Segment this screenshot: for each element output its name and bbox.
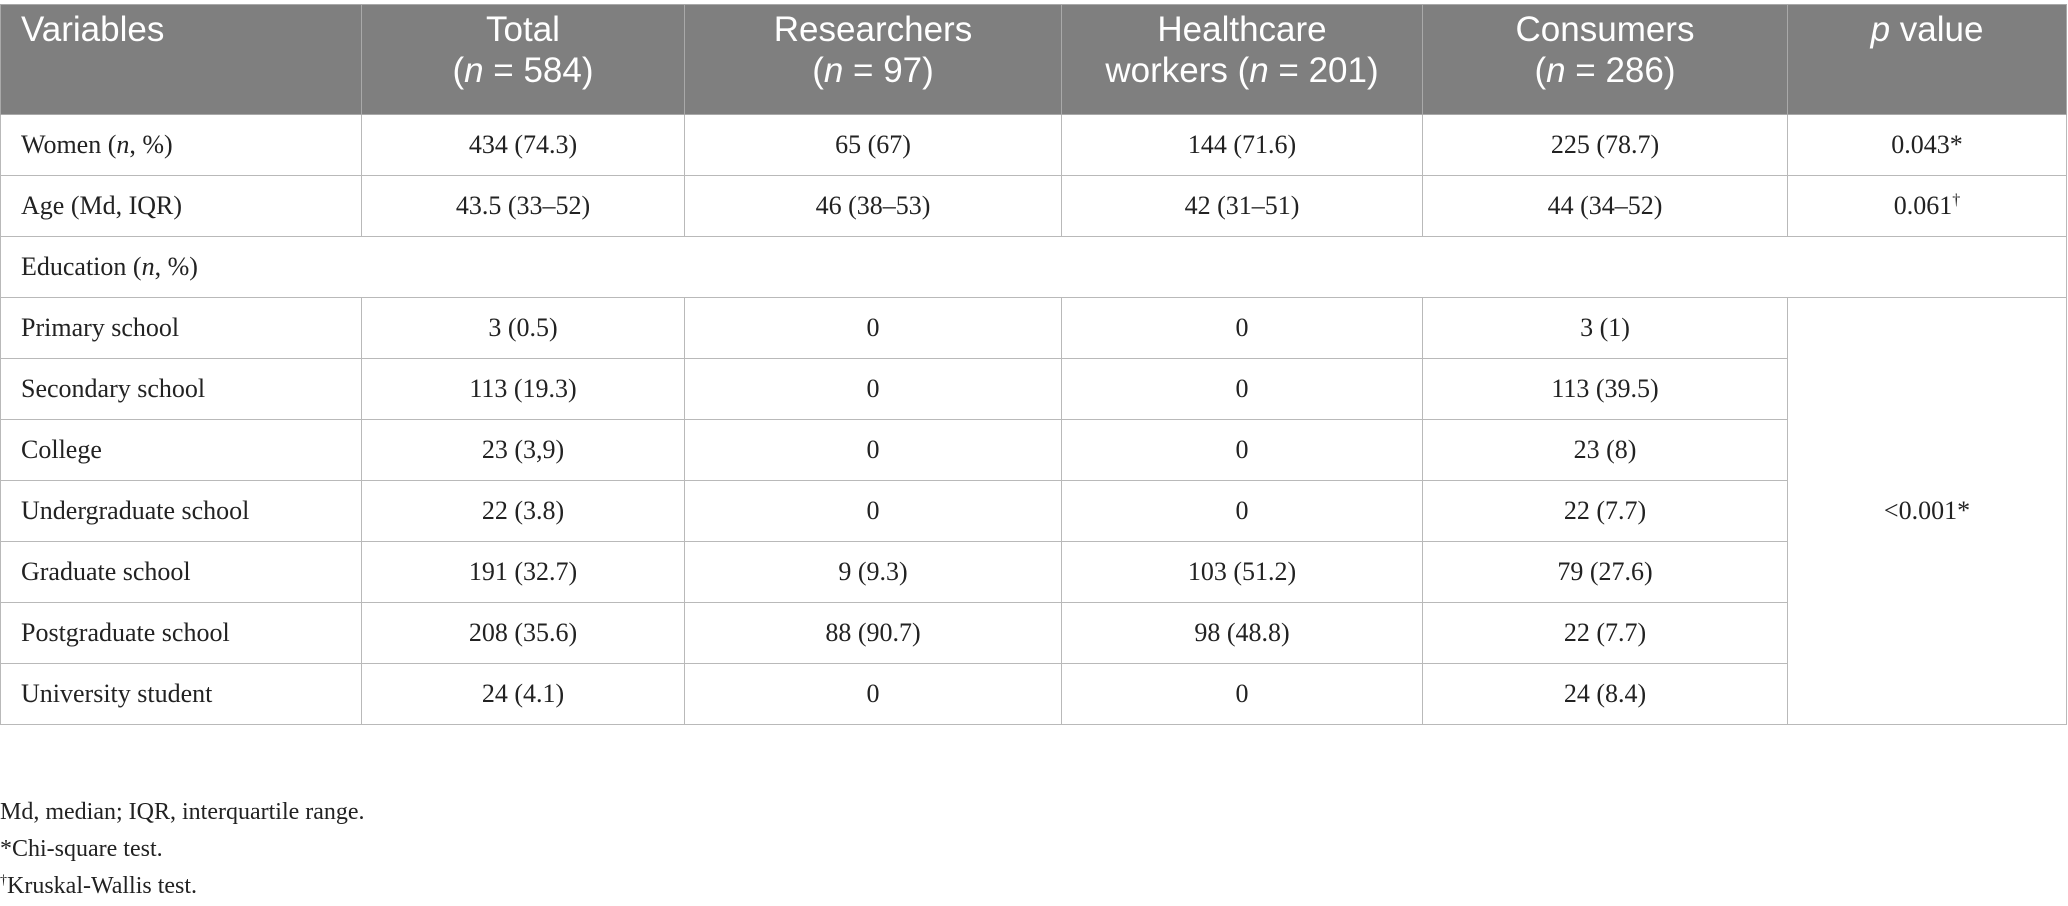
footnote-chi-square: *Chi-square test. bbox=[0, 836, 163, 862]
cell-p-value: 0.043* bbox=[1787, 114, 2067, 176]
demographics-table: Variables Total (n = 584) Researchers (n… bbox=[0, 4, 2067, 725]
row-label: Graduate school bbox=[0, 541, 362, 603]
cell-healthcare: 0 bbox=[1061, 480, 1423, 542]
cell-healthcare: 98 (48.8) bbox=[1061, 602, 1423, 664]
cell-researchers: 0 bbox=[684, 419, 1062, 481]
cell-researchers: 88 (90.7) bbox=[684, 602, 1062, 664]
cell-total: 191 (32.7) bbox=[361, 541, 685, 603]
table-row-graduate-school: Graduate school 191 (32.7) 9 (9.3) 103 (… bbox=[0, 541, 2067, 603]
cell-consumers: 79 (27.6) bbox=[1422, 541, 1788, 603]
cell-total: 24 (4.1) bbox=[361, 663, 685, 725]
cell-researchers: 0 bbox=[684, 663, 1062, 725]
header-total-label: Total bbox=[486, 10, 560, 49]
header-researchers-n: (n = 97) bbox=[812, 51, 934, 90]
cell-consumers: 22 (7.7) bbox=[1422, 602, 1788, 664]
cell-researchers: 9 (9.3) bbox=[684, 541, 1062, 603]
cell-total: 23 (3,9) bbox=[361, 419, 685, 481]
cell-researchers: 0 bbox=[684, 358, 1062, 420]
cell-healthcare: 144 (71.6) bbox=[1061, 114, 1423, 176]
header-consumers-n: (n = 286) bbox=[1534, 51, 1676, 90]
row-label: Postgraduate school bbox=[0, 602, 362, 664]
cell-healthcare: 103 (51.2) bbox=[1061, 541, 1423, 603]
cell-healthcare: 0 bbox=[1061, 663, 1423, 725]
header-total: Total (n = 584) bbox=[361, 4, 685, 115]
cell-consumers: 113 (39.5) bbox=[1422, 358, 1788, 420]
cell-consumers: 22 (7.7) bbox=[1422, 480, 1788, 542]
table-header: Variables Total (n = 584) Researchers (n… bbox=[0, 4, 2067, 115]
table-row-undergraduate-school: Undergraduate school 22 (3.8) 0 0 22 (7.… bbox=[0, 480, 2067, 542]
table-row-women: Women (n, %) 434 (74.3) 65 (67) 144 (71.… bbox=[0, 114, 2067, 176]
cell-total: 3 (0.5) bbox=[361, 297, 685, 359]
cell-researchers: 0 bbox=[684, 297, 1062, 359]
header-row: Variables Total (n = 584) Researchers (n… bbox=[0, 4, 2067, 115]
cell-healthcare: 0 bbox=[1061, 358, 1423, 420]
table-row-postgraduate-school: Postgraduate school 208 (35.6) 88 (90.7)… bbox=[0, 602, 2067, 664]
cell-healthcare: 0 bbox=[1061, 419, 1423, 481]
cell-consumers: 225 (78.7) bbox=[1422, 114, 1788, 176]
header-total-n: (n = 584) bbox=[452, 51, 594, 90]
cell-researchers: 0 bbox=[684, 480, 1062, 542]
header-variables: Variables bbox=[0, 4, 362, 115]
cell-p-value: 0.061† bbox=[1787, 175, 2067, 237]
header-healthcare-workers: Healthcare workers (n = 201) bbox=[1061, 4, 1423, 115]
cell-researchers: 65 (67) bbox=[684, 114, 1062, 176]
header-healthcare-n: workers (n = 201) bbox=[1105, 51, 1379, 90]
row-label: Secondary school bbox=[0, 358, 362, 420]
table-footnotes: Md, median; IQR, interquartile range. *C… bbox=[0, 794, 365, 905]
footnote-abbreviations: Md, median; IQR, interquartile range. bbox=[0, 799, 365, 825]
cell-consumers: 44 (34–52) bbox=[1422, 175, 1788, 237]
header-p-value: p value bbox=[1787, 4, 2067, 115]
row-label: Primary school bbox=[0, 297, 362, 359]
cell-total: 43.5 (33–52) bbox=[361, 175, 685, 237]
cell-healthcare: 0 bbox=[1061, 297, 1423, 359]
row-label: Undergraduate school bbox=[0, 480, 362, 542]
row-label: Women (n, %) bbox=[0, 114, 362, 176]
table-row-education-heading: Education (n, %) bbox=[0, 236, 2067, 298]
table-row-university-student: University student 24 (4.1) 0 0 24 (8.4) bbox=[0, 663, 2067, 725]
header-p-label: value bbox=[1890, 10, 1984, 49]
cell-total: 208 (35.6) bbox=[361, 602, 685, 664]
cell-healthcare: 42 (31–51) bbox=[1061, 175, 1423, 237]
cell-researchers: 46 (38–53) bbox=[684, 175, 1062, 237]
row-label: University student bbox=[0, 663, 362, 725]
header-researchers-label: Researchers bbox=[773, 10, 973, 49]
cell-total: 113 (19.3) bbox=[361, 358, 685, 420]
header-researchers: Researchers (n = 97) bbox=[684, 4, 1062, 115]
row-section-label: Education (n, %) bbox=[0, 236, 2067, 298]
cell-education-p-value: <0.001* bbox=[1787, 297, 2067, 725]
table-row-primary-school: Primary school 3 (0.5) 0 0 3 (1) <0.001* bbox=[0, 297, 2067, 725]
footnote-kruskal-wallis: †Kruskal-Wallis test. bbox=[0, 873, 198, 899]
dagger-mark: † bbox=[1952, 191, 1961, 209]
header-consumers-label: Consumers bbox=[1515, 10, 1695, 49]
header-variables-label: Variables bbox=[21, 10, 165, 49]
cell-consumers: 24 (8.4) bbox=[1422, 663, 1788, 725]
row-label: Age (Md, IQR) bbox=[0, 175, 362, 237]
header-p-symbol: p bbox=[1870, 10, 1891, 49]
table-row-secondary-school: Secondary school 113 (19.3) 0 0 113 (39.… bbox=[0, 358, 2067, 420]
header-consumers: Consumers (n = 286) bbox=[1422, 4, 1788, 115]
table-row-college: College 23 (3,9) 0 0 23 (8) bbox=[0, 419, 2067, 481]
row-label: College bbox=[0, 419, 362, 481]
cell-consumers: 23 (8) bbox=[1422, 419, 1788, 481]
dagger-mark: † bbox=[0, 873, 7, 888]
cell-consumers: 3 (1) bbox=[1422, 297, 1788, 359]
cell-total: 434 (74.3) bbox=[361, 114, 685, 176]
cell-total: 22 (3.8) bbox=[361, 480, 685, 542]
table-body: Women (n, %) 434 (74.3) 65 (67) 144 (71.… bbox=[0, 114, 2067, 725]
header-healthcare-label: Healthcare bbox=[1157, 10, 1327, 49]
table-row-age: Age (Md, IQR) 43.5 (33–52) 46 (38–53) 42… bbox=[0, 175, 2067, 237]
